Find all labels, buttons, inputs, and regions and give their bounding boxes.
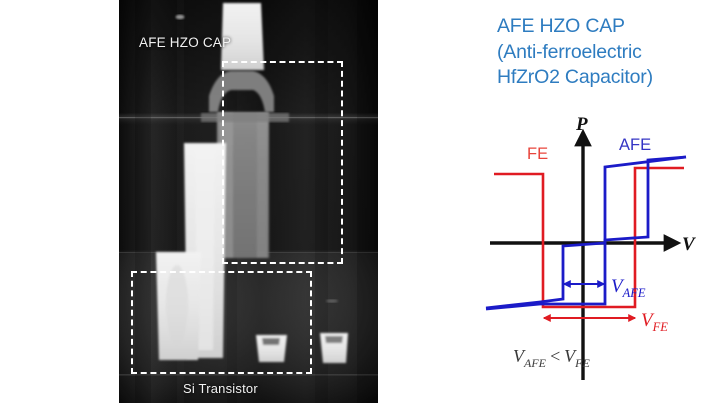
legend-label-afe: AFE	[619, 136, 651, 154]
p-axis-label: P	[575, 114, 588, 135]
title-line-3: HfZrO2 Capacitor)	[497, 66, 653, 88]
legend-label-fe: FE	[527, 145, 548, 163]
series-afe-curve	[485, 155, 687, 311]
tem-cap-label: AFE HZO CAP	[139, 35, 232, 50]
title-line-2: (Anti-ferroelectric	[497, 40, 642, 63]
series-fe-curve	[494, 166, 684, 309]
diagram-title: AFE HZO CAP (Anti-ferroelectric HfZrO2 C…	[497, 14, 713, 91]
tem-micrograph-image	[119, 0, 378, 403]
annotation-v-fe: VFE	[542, 310, 668, 334]
pv-hysteresis-svg: P V VAFE	[485, 114, 696, 380]
annotation-v-afe: VAFE	[562, 276, 646, 300]
tem-transistor-label: Si Transistor	[183, 381, 258, 396]
v-axis-label: V	[682, 234, 696, 255]
pv-hysteresis-chart: P V VAFE	[480, 112, 720, 400]
tem-micrograph-panel: AFE HZO CAP Si Transistor	[119, 0, 378, 403]
v-fe-label: VFE	[641, 310, 668, 334]
v-afe-label: VAFE	[611, 276, 646, 300]
title-line-1: AFE HZO CAP	[497, 15, 625, 37]
comparison-caption: VAFE < VFE	[513, 346, 590, 370]
chart-axes	[490, 128, 682, 380]
